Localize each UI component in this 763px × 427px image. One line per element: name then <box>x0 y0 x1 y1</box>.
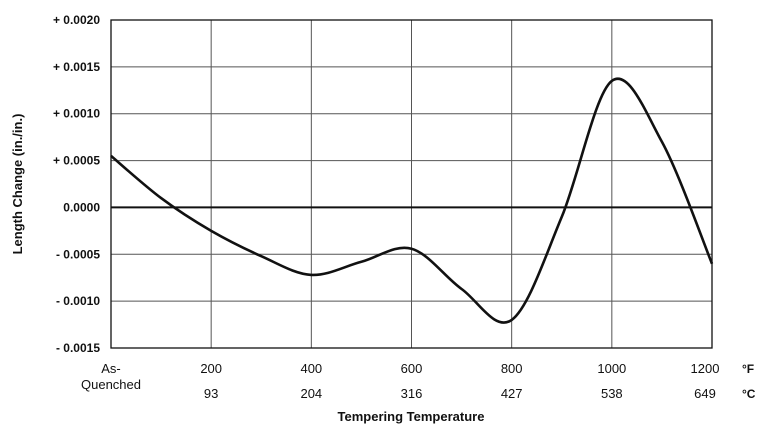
x-axis-title: Tempering Temperature <box>338 409 485 424</box>
x-tick-label-fahrenheit: 400 <box>300 361 322 376</box>
x-tick-label-fahrenheit: 200 <box>200 361 222 376</box>
x-axis-tick-labels: As-Quenched 200 93 400 204 600 316 800 427 1000 53… <box>81 361 719 401</box>
plot-frame <box>110 19 713 349</box>
x-tick-label-celsius: 427 <box>501 386 523 401</box>
x-unit-celsius: °C <box>742 387 756 401</box>
y-tick-label: + 0.0020 <box>53 13 100 27</box>
x-tick-label-fahrenheit: Quenched <box>81 377 141 392</box>
x-tick-label-fahrenheit: 1200 <box>691 361 720 376</box>
y-tick-label: - 0.0005 <box>56 247 100 261</box>
y-tick-label: + 0.0015 <box>53 60 100 74</box>
y-tick-label: - 0.0015 <box>56 341 100 355</box>
x-unit-fahrenheit: °F <box>742 362 754 376</box>
y-tick-label: + 0.0005 <box>53 154 100 168</box>
x-tick-label-fahrenheit: As- <box>101 361 121 376</box>
y-axis-title: Length Change (in./in.) <box>10 114 25 255</box>
length-change-series-line <box>110 77 714 324</box>
x-tick-label-celsius: 538 <box>601 386 623 401</box>
x-tick-label-celsius: 93 <box>204 386 218 401</box>
x-tick-label-celsius: 649 <box>694 386 716 401</box>
x-tick-label-fahrenheit: 600 <box>401 361 423 376</box>
x-tick-label-fahrenheit: 1000 <box>597 361 626 376</box>
y-tick-label: + 0.0010 <box>53 107 100 121</box>
grid <box>111 20 712 348</box>
y-tick-label: 0.0000 <box>63 200 100 214</box>
x-tick-label-celsius: 316 <box>401 386 423 401</box>
y-axis-tick-labels: + 0.0020 + 0.0015 + 0.0010 + 0.0005 0.0000 - … <box>53 13 100 355</box>
x-tick-label-celsius: 204 <box>300 386 322 401</box>
x-tick-label-fahrenheit: 800 <box>501 361 523 376</box>
y-tick-label: - 0.0010 <box>56 294 100 308</box>
